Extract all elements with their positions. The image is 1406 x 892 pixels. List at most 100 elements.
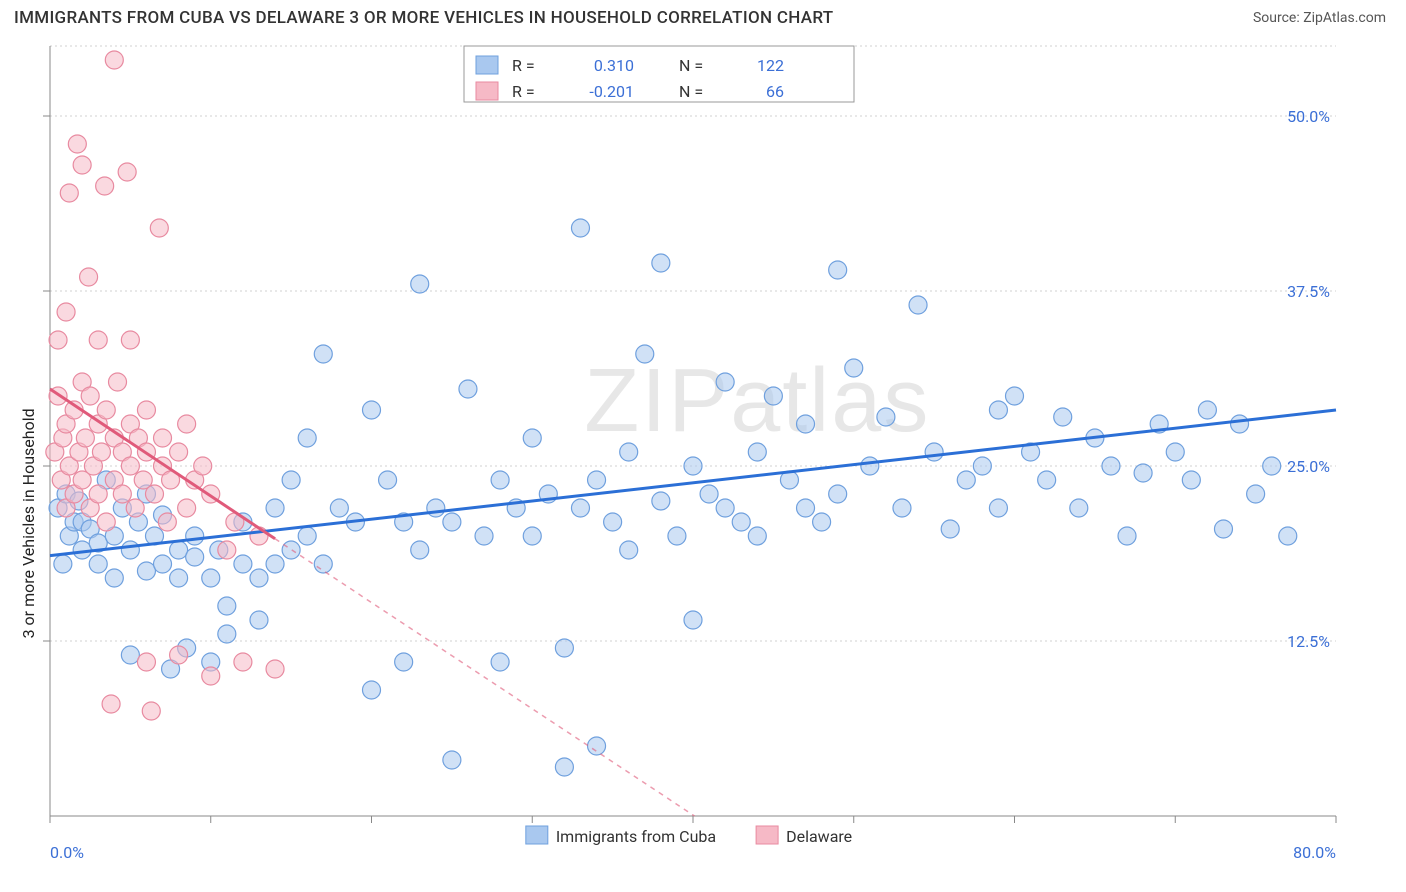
scatter-point xyxy=(298,527,316,545)
scatter-point xyxy=(113,485,131,503)
scatter-point xyxy=(491,653,509,671)
scatter-point xyxy=(427,499,445,517)
scatter-point xyxy=(861,457,879,475)
scatter-point xyxy=(620,541,638,559)
scatter-point xyxy=(1198,401,1216,419)
scatter-point xyxy=(178,499,196,517)
scatter-point xyxy=(877,408,895,426)
scatter-point xyxy=(829,261,847,279)
scatter-point xyxy=(330,499,348,517)
scatter-point xyxy=(97,513,115,531)
scatter-point xyxy=(989,499,1007,517)
scatter-point xyxy=(443,751,461,769)
scatter-point xyxy=(1102,457,1120,475)
legend-series-label: Delaware xyxy=(786,827,852,846)
scatter-point xyxy=(282,541,300,559)
scatter-point xyxy=(555,639,573,657)
scatter-point xyxy=(604,513,622,531)
scatter-point xyxy=(121,541,139,559)
legend-series-label: Immigrants from Cuba xyxy=(556,827,716,846)
scatter-point xyxy=(652,254,670,272)
scatter-point xyxy=(109,373,127,391)
legend-r-label: R = xyxy=(512,82,535,101)
scatter-point xyxy=(748,443,766,461)
scatter-point xyxy=(989,401,1007,419)
scatter-point xyxy=(1118,527,1136,545)
scatter-point xyxy=(1054,408,1072,426)
scatter-point xyxy=(411,275,429,293)
legend-swatch xyxy=(756,826,778,844)
scatter-point xyxy=(60,184,78,202)
legend-swatch xyxy=(476,56,498,74)
scatter-point xyxy=(684,611,702,629)
scatter-point xyxy=(218,625,236,643)
scatter-point xyxy=(186,548,204,566)
trend-line-extrapolation xyxy=(275,539,694,816)
scatter-point xyxy=(154,429,172,447)
scatter-point xyxy=(716,373,734,391)
scatter-point xyxy=(234,653,252,671)
scatter-point xyxy=(89,331,107,349)
scatter-point xyxy=(170,569,188,587)
scatter-point xyxy=(137,562,155,580)
scatter-point xyxy=(202,667,220,685)
scatter-point xyxy=(652,492,670,510)
scatter-point xyxy=(1263,457,1281,475)
scatter-point xyxy=(1214,520,1232,538)
legend-r-label: R = xyxy=(512,56,535,75)
scatter-point xyxy=(1070,499,1088,517)
scatter-point xyxy=(73,156,91,174)
scatter-point xyxy=(1182,471,1200,489)
scatter-point xyxy=(732,513,750,531)
correlation-chart: 12.5%25.0%37.5%50.0%0.0%80.0%3 or more V… xyxy=(14,40,1392,872)
scatter-point xyxy=(411,541,429,559)
scatter-point xyxy=(395,653,413,671)
scatter-point xyxy=(1231,415,1249,433)
legend-n-label: N = xyxy=(679,56,703,75)
scatter-point xyxy=(588,737,606,755)
scatter-point xyxy=(282,471,300,489)
scatter-point xyxy=(764,387,782,405)
scatter-point xyxy=(202,569,220,587)
scatter-point xyxy=(1247,485,1265,503)
legend-swatch xyxy=(526,826,548,844)
y-tick-label: 25.0% xyxy=(1287,457,1330,476)
scatter-point xyxy=(588,471,606,489)
scatter-point xyxy=(813,513,831,531)
scatter-point xyxy=(475,527,493,545)
scatter-point xyxy=(68,135,86,153)
scatter-point xyxy=(298,429,316,447)
scatter-point xyxy=(797,499,815,517)
scatter-point xyxy=(105,569,123,587)
scatter-point xyxy=(716,499,734,517)
scatter-point xyxy=(797,415,815,433)
scatter-point xyxy=(250,611,268,629)
scatter-point xyxy=(1166,443,1184,461)
scatter-point xyxy=(443,513,461,531)
scatter-point xyxy=(523,527,541,545)
watermark: ZIPatlas xyxy=(584,351,930,451)
y-axis-label: 3 or more Vehicles in Household xyxy=(19,408,38,638)
scatter-point xyxy=(314,555,332,573)
scatter-point xyxy=(893,499,911,517)
scatter-point xyxy=(170,541,188,559)
scatter-point xyxy=(121,646,139,664)
scatter-point xyxy=(620,443,638,461)
legend-r-value: 0.310 xyxy=(594,56,634,75)
scatter-point xyxy=(76,429,94,447)
scatter-point xyxy=(700,485,718,503)
scatter-point xyxy=(145,485,163,503)
scatter-point xyxy=(555,758,573,776)
scatter-point xyxy=(957,471,975,489)
scatter-point xyxy=(186,527,204,545)
y-tick-label: 12.5% xyxy=(1287,632,1330,651)
scatter-point xyxy=(1279,527,1297,545)
scatter-point xyxy=(363,681,381,699)
legend-swatch xyxy=(476,82,498,100)
title-bar: IMMIGRANTS FROM CUBA VS DELAWARE 3 OR MO… xyxy=(0,0,1406,32)
scatter-point xyxy=(170,646,188,664)
scatter-point xyxy=(81,387,99,405)
scatter-point xyxy=(178,415,196,433)
legend-n-label: N = xyxy=(679,82,703,101)
scatter-point xyxy=(170,443,188,461)
